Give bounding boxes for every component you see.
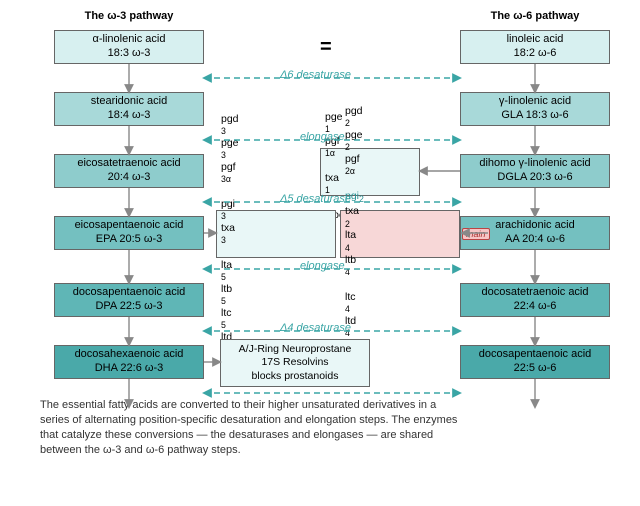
node-dha: docosahexaenoic acid DHA 22:6 ω-3 [54, 345, 204, 379]
node-line2: 18:4 ω-3 [59, 109, 199, 123]
enzyme-d4: Δ4 desaturase [280, 322, 351, 334]
footer-text: The essential fatty acids are converted … [40, 398, 600, 457]
node-line1: eicosatetraenoic acid [59, 157, 199, 171]
enzyme-el1: elongase [300, 131, 345, 143]
node-line1: stearidonic acid [59, 95, 199, 109]
node-linoleic: linoleic acid 18:2 ω-6 [460, 30, 610, 64]
node-line2: DHA 22:6 ω-3 [59, 362, 199, 376]
node-line1: docosapentaenoic acid [59, 286, 199, 300]
node-line2: 18:2 ω-6 [465, 47, 605, 61]
enzyme-el2: elongase [300, 260, 345, 272]
node-dgla: dihomo γ-linolenic acid DGLA 20:3 ω-6 [460, 154, 610, 188]
node-line3: blocks prostanoids [225, 370, 365, 383]
enzyme-d6: Δ6 desaturase [280, 69, 351, 81]
node-line1: linoleic acid [465, 33, 605, 47]
node-line2: 20:4 ω-3 [59, 171, 199, 185]
node-line2: DPA 22:5 ω-3 [59, 300, 199, 314]
node-line2: EPA 20:5 ω-3 [59, 233, 199, 247]
node-line1: eicosapentaenoic acid [59, 219, 199, 233]
metab-series2: pgd2 pge2 pgf2αpgi2 txa2 lta4 ltb4ltc4 l… [340, 210, 460, 258]
node-line1: γ-linolenic acid [465, 95, 605, 109]
node-line2: 17S Resolvins [225, 356, 365, 369]
node-line1: dihomo γ-linolenic acid [465, 157, 605, 171]
node-epa: eicosapentaenoic acid EPA 20:5 ω-3 [54, 216, 204, 250]
node-line1: α-linolenic acid [59, 33, 199, 47]
metab-dha: A/J-Ring Neuroprostane 17S Resolvins blo… [220, 339, 370, 387]
enzyme-d5: Δ5 desaturase [280, 193, 351, 205]
omega3-title: The ω-3 pathway [54, 10, 204, 22]
node-line1: docosahexaenoic acid [59, 348, 199, 362]
node-line1: A/J-Ring Neuroprostane [225, 343, 365, 356]
node-eicosatetraenoic-w3: eicosatetraenoic acid 20:4 ω-3 [54, 154, 204, 188]
node-ala: α-linolenic acid 18:3 ω-3 [54, 30, 204, 64]
node-docosatetraenoic: docosatetraenoic acid 22:4 ω-6 [460, 283, 610, 317]
metab-series3: pgd3 pge3 pgf3αpgi3 txa3lta5 ltb5 ltc5 l… [216, 210, 336, 258]
node-gla: γ-linolenic acid GLA 18:3 ω-6 [460, 92, 610, 126]
node-dpa-w6: docosapentaenoic acid 22:5 ω-6 [460, 345, 610, 379]
node-line1: docosapentaenoic acid [465, 348, 605, 362]
node-line2: 22:4 ω-6 [465, 300, 605, 314]
node-dpa-w3: docosapentaenoic acid DPA 22:5 ω-3 [54, 283, 204, 317]
node-line1: docosatetraenoic acid [465, 286, 605, 300]
node-line2: GLA 18:3 ω-6 [465, 109, 605, 123]
omega6-title: The ω-6 pathway [460, 10, 610, 22]
node-line2: 18:3 ω-3 [59, 47, 199, 61]
node-stearidonic: stearidonic acid 18:4 ω-3 [54, 92, 204, 126]
equals-sign: = [320, 36, 332, 59]
main-tag: main [462, 228, 490, 240]
node-line2: DGLA 20:3 ω-6 [465, 171, 605, 185]
node-line2: 22:5 ω-6 [465, 362, 605, 376]
